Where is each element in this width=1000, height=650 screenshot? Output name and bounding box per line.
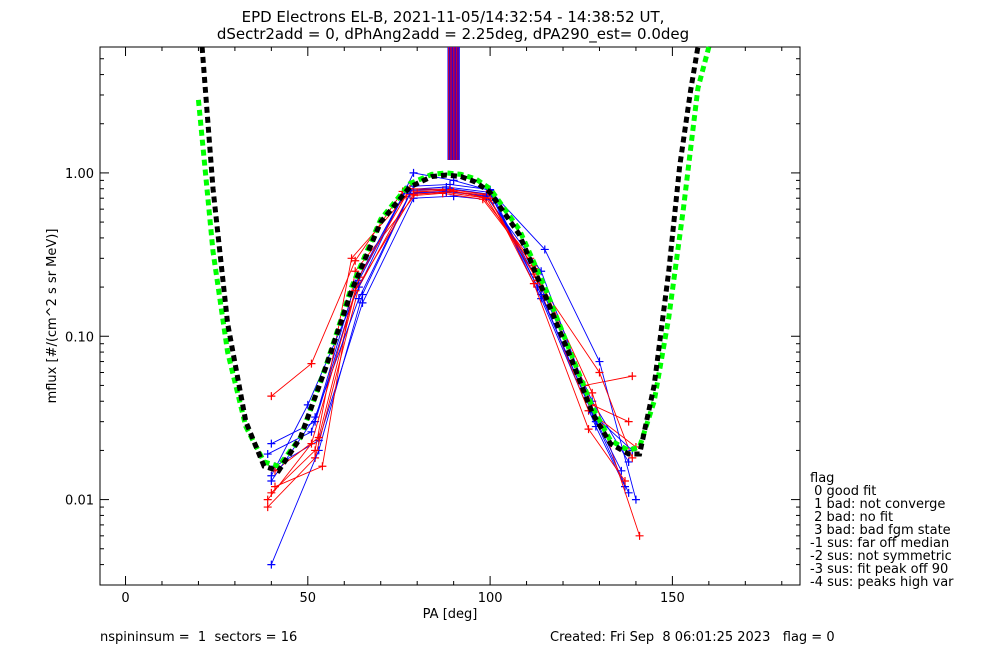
legend-item: 3 bad: bad fgm state xyxy=(810,523,951,538)
legend-item: 1 bad: not converge xyxy=(810,497,945,512)
data-point xyxy=(595,357,604,366)
series-line xyxy=(271,192,629,494)
data-point xyxy=(617,466,626,475)
fit-curves xyxy=(195,46,712,474)
data-point xyxy=(307,359,316,368)
data-point xyxy=(529,279,538,288)
series-line xyxy=(270,172,637,500)
legend-item: -2 sus: not symmetric xyxy=(810,549,952,564)
series-line xyxy=(267,190,626,500)
data-point xyxy=(314,433,323,442)
data-point xyxy=(537,290,546,299)
data-point xyxy=(263,503,272,512)
fit-curve xyxy=(199,46,701,474)
data-point xyxy=(267,476,276,485)
legend-item: -3 sus: fit peak off 90 xyxy=(810,562,948,577)
data-point xyxy=(449,187,458,196)
data-point xyxy=(438,189,447,198)
data-point xyxy=(311,413,320,422)
data-point xyxy=(628,453,637,462)
series-line xyxy=(267,191,637,508)
data-point xyxy=(482,192,491,201)
x-tick-label: 100 xyxy=(478,591,503,606)
data-point xyxy=(621,476,629,485)
peak-markers xyxy=(447,47,460,160)
x-axis: 0 50 100 150 xyxy=(121,47,783,606)
data-point xyxy=(624,488,633,497)
data-point xyxy=(540,245,549,254)
data-point xyxy=(347,254,356,263)
data-point xyxy=(584,425,593,434)
data-point xyxy=(263,450,272,459)
data-point xyxy=(307,439,316,448)
data-point xyxy=(307,427,316,436)
data-point xyxy=(267,392,276,401)
plot-area: 0 50 100 150 0.01 0.10 1.00 xyxy=(65,46,801,606)
chart-subtitle: dSectr2add = 0, dPhAng2add = 2.25deg, dP… xyxy=(217,25,689,44)
legend-item: 0 good fit xyxy=(810,484,876,499)
footer-spin-info: nspininsum = 1 sectors = 16 xyxy=(100,630,297,645)
data-point xyxy=(267,439,276,448)
data-point xyxy=(267,560,276,569)
data-series xyxy=(263,168,644,569)
legend-title: flag xyxy=(810,471,834,486)
series-line xyxy=(270,191,633,482)
x-tick-label: 0 xyxy=(121,591,129,606)
series-line xyxy=(274,195,626,487)
y-axis: 0.01 0.10 1.00 xyxy=(65,58,800,586)
legend-item: 2 bad: no fit xyxy=(810,510,893,525)
y-tick-label: 0.01 xyxy=(65,494,94,509)
data-point xyxy=(624,417,633,426)
data-point xyxy=(628,372,637,381)
legend-item: -1 sus: far off median xyxy=(810,536,949,551)
y-tick-label: 1.00 xyxy=(65,167,94,182)
data-point xyxy=(588,388,597,397)
y-axis-label: mflux [#/(cm^2 s sr MeV)] xyxy=(45,229,60,404)
data-point xyxy=(318,462,327,471)
legend: flag 0 good fit 1 bad: not converge 2 ba… xyxy=(810,471,954,590)
footer-created-info: Created: Fri Sep 8 06:01:25 2023 flag = … xyxy=(550,630,835,645)
data-point xyxy=(631,495,640,504)
chart-title: EPD Electrons EL-B, 2021-11-05/14:32:54 … xyxy=(242,8,665,26)
data-point xyxy=(595,368,604,377)
x-tick-label: 150 xyxy=(660,591,685,606)
data-point xyxy=(263,495,272,504)
x-axis-label: PA [deg] xyxy=(423,607,478,622)
data-point xyxy=(486,194,495,203)
data-point xyxy=(311,453,320,462)
data-point xyxy=(409,168,418,177)
legend-item: -4 sus: peaks high var xyxy=(810,575,954,590)
data-point xyxy=(354,294,363,303)
x-tick-label: 50 xyxy=(300,591,317,606)
data-point xyxy=(635,531,644,540)
y-tick-label: 0.10 xyxy=(65,330,94,345)
data-point xyxy=(311,446,320,455)
data-point xyxy=(409,190,418,199)
